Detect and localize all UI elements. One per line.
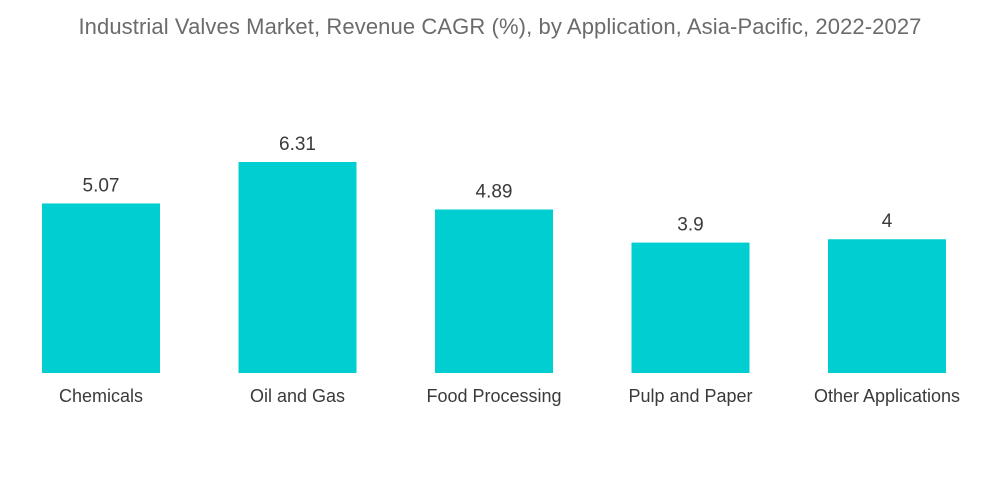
category-label: Food Processing [426, 386, 561, 406]
category-label: Chemicals [59, 386, 143, 406]
category-label: Other Applications [814, 386, 960, 406]
chart-title: Industrial Valves Market, Revenue CAGR (… [78, 14, 922, 39]
bar-food-processing [435, 209, 553, 373]
category-label: Oil and Gas [250, 386, 345, 406]
bar-value-label: 3.9 [677, 215, 703, 236]
category-label: Pulp and Paper [628, 386, 752, 406]
bar-chemicals [42, 203, 160, 373]
bar-other-applications [828, 239, 946, 373]
bar-oil-and-gas [238, 162, 357, 373]
bar-value-label: 6.31 [279, 134, 316, 155]
bar-value-label: 4 [882, 211, 893, 232]
bar-value-label: 5.07 [83, 175, 120, 196]
bar-pulp-and-paper [631, 242, 750, 373]
bar-value-label: 4.89 [476, 181, 513, 202]
